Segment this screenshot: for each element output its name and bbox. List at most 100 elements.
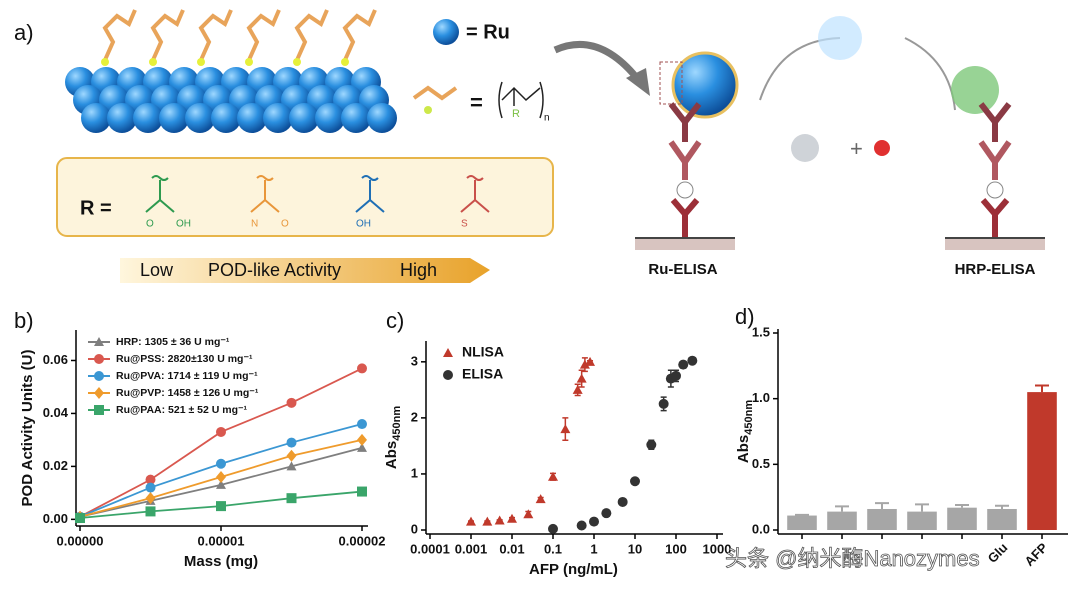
error-bar [875,502,889,509]
marker [507,513,517,523]
y-tick-label: 1.5 [752,324,770,339]
ru-atom [211,103,241,133]
marker [216,479,226,489]
y-label-sub: 450nm [391,406,403,441]
r-atom: O [146,219,154,230]
y-axis-label: Abs450nm [735,400,755,463]
anchor [197,58,205,66]
y-label-main: Abs [735,435,752,463]
watermark: 头条 @纳米酶Nanozymes [725,546,980,571]
marker [494,515,505,525]
marker [286,449,297,462]
marker [630,476,640,487]
plate [945,238,1045,250]
error-bar [835,505,849,512]
y-tick-label: 1 [411,465,418,480]
panel-label: a) [14,20,34,45]
x-tick-label: 0.1 [544,541,562,556]
legend-label: Ru@PVA: 1714 ± 119 U mg⁻¹ [116,370,258,382]
r-group [250,175,280,213]
marker [286,397,297,408]
r-atom: O [281,219,289,230]
marker [286,493,297,504]
marker [601,508,612,519]
antibody [978,140,1012,180]
marker [579,359,590,369]
legend-label: Ru@PSS: 2820±130 U mg⁻¹ [116,353,253,365]
x-axis-label: Mass (mg) [184,553,258,570]
activity-low: Low [140,260,174,280]
activity-arrow [120,258,490,283]
antigen [986,181,1004,199]
bar [827,511,857,530]
x-tick-label: Glu [985,540,1011,566]
x-tick-label: 100 [665,541,687,556]
marker [357,363,367,374]
y-label-main: Abs [383,441,400,469]
formula-n: n [544,113,550,124]
legend-label: NLISA [462,344,504,360]
antibody [668,102,702,142]
ru-atom [133,103,163,133]
marker [94,371,104,381]
polymer-chain [102,9,137,61]
y-axis-label: Abs450nm [383,406,403,469]
marker [589,516,599,527]
formula [498,81,544,119]
ru-atom [341,103,371,133]
polymer-chain [342,9,377,61]
bar [907,511,937,530]
marker [671,370,681,381]
marker [357,419,367,430]
anchor [341,58,349,66]
hrp-enzyme [951,66,999,114]
r-group-box [56,157,554,237]
x-axis-label: AFP (ng/mL) [529,561,618,578]
ru-elisa: Ru-ELISA [648,261,717,278]
panel-label: b) [14,308,34,333]
r-atom: S [461,219,468,230]
y-tick-label: 0.04 [43,405,69,420]
marker [94,387,104,399]
x-tick-label: 0.00002 [339,533,386,548]
ru-atom [107,103,137,133]
polymer-chain [246,9,281,61]
anchor [101,58,109,66]
antibodies [635,102,1045,250]
marker [357,442,367,452]
formula-r: R [512,108,520,120]
polymer-icon [412,85,458,101]
error-bar [795,513,809,516]
antibody [980,198,1010,237]
tmb [791,134,819,162]
y-label-main: POD Activity Units (U) [19,350,36,507]
x-tick-label: 1000 [703,541,732,556]
plate [635,238,735,250]
y-label-sub: 450nm [743,400,755,435]
bar [787,515,817,530]
polymer-chain [198,9,233,61]
r-atom: OH [176,219,191,230]
y-tick-label: 0 [411,521,418,536]
x-tick-label: 1 [590,541,597,556]
charts: 0.000.020.040.060.00000 0.00001 0.00002Mas… [19,324,1068,578]
bar [947,507,977,530]
anchor [149,58,157,66]
x-tick-label: 10 [628,541,642,556]
activity-label: POD-like Activity [208,260,341,280]
antibody [670,198,700,237]
marker [357,486,367,497]
marker [585,356,596,366]
ru-atom [289,103,319,133]
marker [94,405,104,415]
process-arrow [553,40,643,85]
legend-label: HRP: 1305 ± 36 U mg⁻¹ [116,336,230,348]
y-tick-label: 3 [411,353,418,368]
panel-label: d) [735,304,755,329]
marker [572,384,583,394]
marker [216,501,226,512]
legend-label: Ru@PVP: 1458 ± 126 U mg⁻¹ [116,387,259,399]
ru-atom [263,103,293,133]
y-tick-label: 0.0 [752,521,770,536]
